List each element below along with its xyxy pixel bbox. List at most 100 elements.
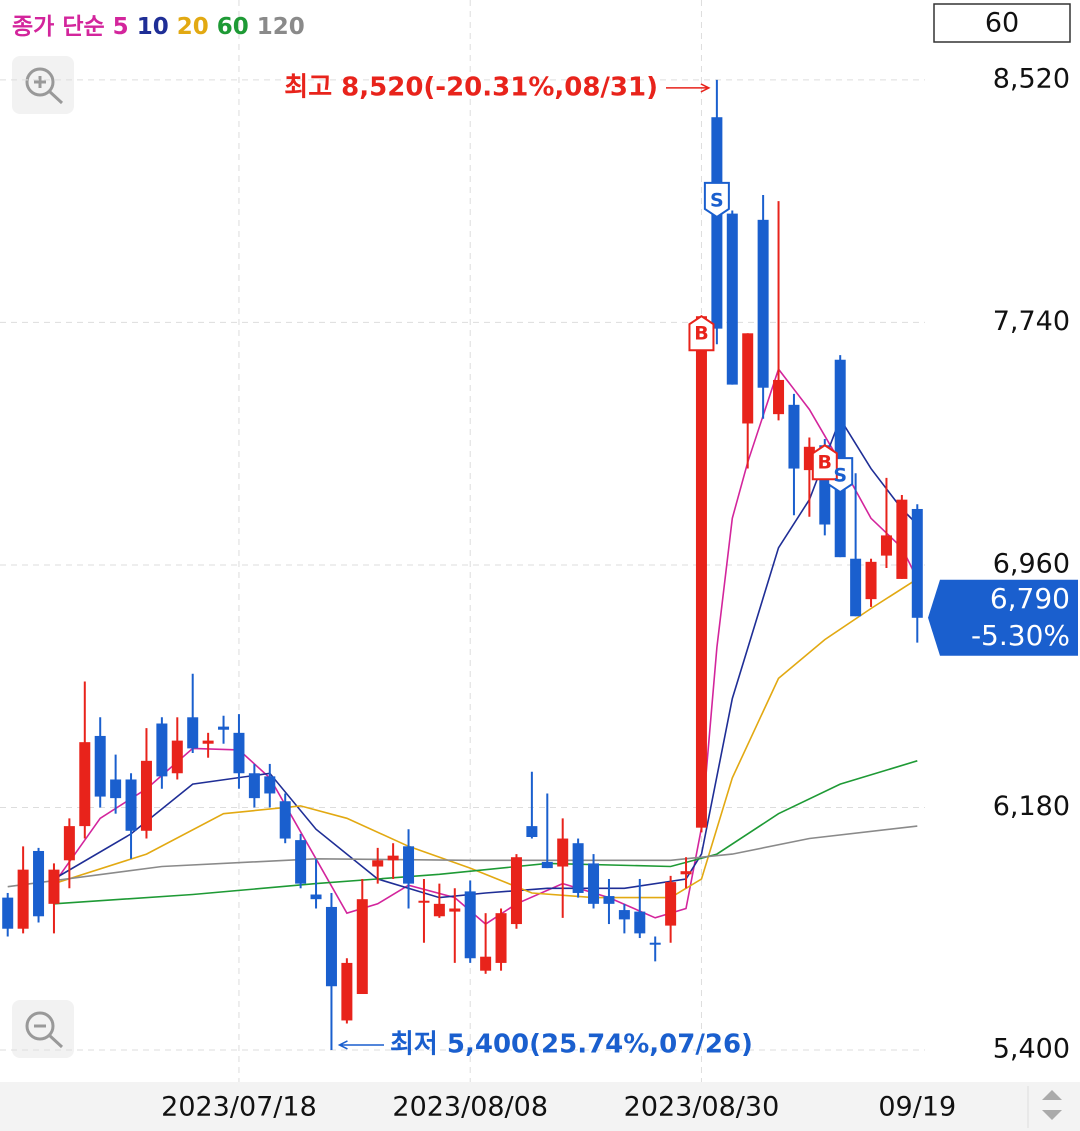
y-tick-label: 5,400: [993, 1033, 1070, 1064]
candle-body: [495, 913, 507, 963]
candle-body: [850, 558, 862, 617]
y-tick-label: 6,180: [993, 791, 1070, 822]
signal-label: S: [710, 189, 724, 211]
candle-body: [387, 855, 399, 861]
signal-marker: [688, 315, 715, 352]
candle-body: [557, 838, 569, 867]
candle-body: [233, 732, 245, 774]
zoom-in-icon[interactable]: [25, 67, 55, 97]
candle-body: [310, 894, 322, 900]
period-label[interactable]: 60: [985, 8, 1019, 39]
candle-body: [140, 760, 152, 831]
candle-body: [418, 900, 430, 903]
candle-body: [94, 735, 106, 797]
candle-body: [588, 863, 600, 904]
zoom-in-glyph[interactable]: [34, 76, 64, 105]
candle-body: [218, 726, 230, 730]
annotation: 최저 5,400(25.74%,07/26): [390, 1029, 753, 1059]
x-axis-bar: [0, 1082, 1080, 1131]
signal-marker: [703, 181, 730, 219]
candle-body: [726, 213, 738, 385]
signal-label: B: [694, 323, 708, 345]
candle-body: [541, 861, 553, 869]
candle-body: [773, 379, 785, 415]
candle-body: [649, 942, 661, 945]
candle-body: [33, 850, 45, 917]
candle-body: [757, 219, 769, 388]
legend-entry: 60: [217, 14, 249, 40]
candle-body: [202, 740, 214, 744]
legend-entry: 10: [137, 14, 169, 40]
ma-line: [7, 825, 918, 888]
candle-body: [171, 740, 183, 774]
legend: 종가 단순 5 10 20 60 120: [12, 14, 305, 40]
annotation-arrow: [666, 83, 711, 93]
ma-line: [53, 367, 919, 926]
legend-prefix: 종가 단순: [12, 14, 105, 40]
candle-body: [125, 779, 137, 831]
zoom-in[interactable]: [12, 56, 74, 114]
candle-body: [356, 899, 368, 995]
plot-area: [0, 0, 925, 1082]
candle-body: [803, 446, 815, 471]
annotation-arrow: [337, 1040, 384, 1050]
candle-body: [279, 801, 291, 839]
candle-body: [526, 826, 538, 837]
legend-entry: 20: [177, 14, 209, 40]
candle-body: [572, 843, 584, 893]
x-tick-label: 2023/08/30: [624, 1092, 780, 1123]
candle-body: [110, 779, 122, 799]
candle-body: [156, 723, 168, 777]
candle-body: [433, 903, 445, 917]
candle-body: [264, 776, 276, 794]
zoom-out-glyph[interactable]: [34, 1024, 64, 1049]
legend-entry: 120: [257, 14, 305, 40]
candle-body: [510, 857, 522, 925]
candle-body: [449, 908, 461, 912]
x-tick-label: 09/19: [878, 1092, 956, 1123]
candle-body: [618, 910, 630, 920]
y-tick-label: 6,960: [993, 548, 1070, 579]
y-tick-label: 8,520: [993, 63, 1070, 94]
scroll-arrows[interactable]: [1042, 1090, 1062, 1120]
candle-body: [403, 846, 415, 884]
ma-line: [53, 578, 918, 899]
zoom-in-bg[interactable]: [12, 56, 74, 114]
signal-label: S: [833, 465, 847, 487]
candle-body: [711, 117, 723, 329]
candle-body: [880, 535, 892, 556]
candle-body: [665, 882, 677, 926]
candle-body: [695, 316, 707, 828]
ma-line: [53, 760, 918, 905]
candle-body: [680, 871, 692, 875]
candle-body: [480, 956, 492, 971]
price-label: 6,790: [990, 582, 1070, 615]
zoom-out-bg[interactable]: [12, 1000, 74, 1058]
zoom-out[interactable]: [12, 1000, 74, 1058]
candle-body: [187, 717, 199, 749]
candle-body: [341, 962, 353, 1021]
x-tick-label: 2023/07/18: [161, 1092, 317, 1123]
price-badge: [928, 579, 1078, 656]
candle-body: [911, 508, 923, 618]
y-tick-label: 7,740: [993, 306, 1070, 337]
candle-body: [295, 840, 307, 884]
candle-body: [79, 742, 91, 827]
candle-body: [742, 333, 754, 424]
signal-label: B: [818, 452, 832, 474]
candle-body: [63, 826, 75, 861]
ma-line: [53, 417, 918, 899]
legend-entry: 5: [113, 14, 129, 40]
candle-body: [17, 869, 29, 929]
candle-body: [325, 906, 337, 987]
period-box[interactable]: [933, 3, 1071, 43]
candle-body: [819, 445, 831, 525]
candle-body: [788, 404, 800, 469]
candle-body: [603, 896, 615, 904]
candle-body: [896, 499, 908, 579]
annotation: 최고 8,520(-20.31%,08/31): [284, 72, 658, 102]
zoom-out-icon[interactable]: [25, 1011, 55, 1041]
signal-marker: [811, 444, 838, 481]
